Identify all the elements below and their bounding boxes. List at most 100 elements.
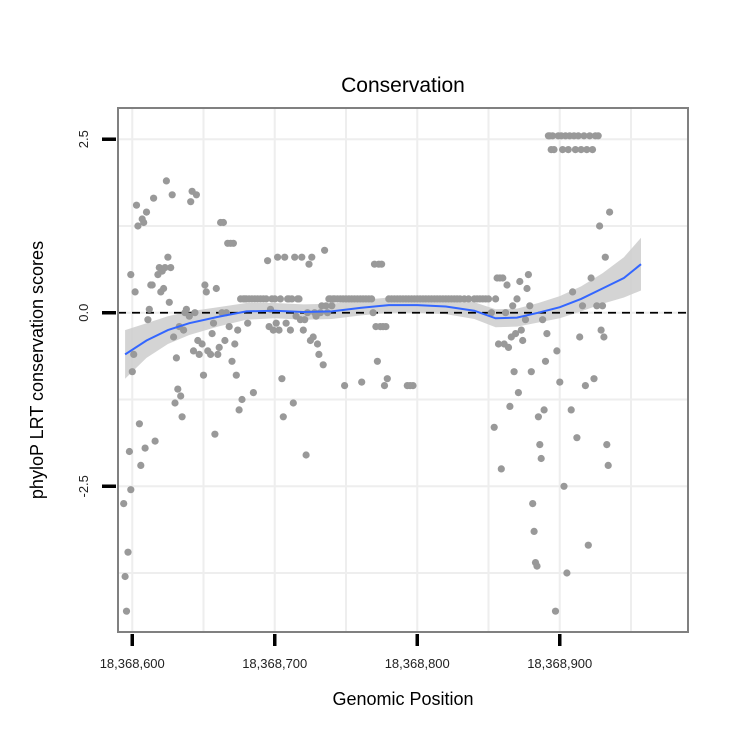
data-point — [299, 326, 307, 334]
data-point — [289, 399, 297, 407]
data-point — [556, 378, 564, 386]
data-point — [550, 146, 558, 154]
x-tick-label: 18,368,600 — [100, 656, 165, 671]
data-point — [503, 281, 511, 289]
data-point — [199, 371, 208, 379]
data-point — [598, 302, 607, 310]
data-point — [298, 253, 306, 261]
data-point — [586, 132, 594, 140]
data-point — [272, 319, 280, 327]
data-point — [319, 361, 327, 369]
data-point — [368, 295, 376, 303]
data-point — [596, 222, 604, 230]
data-point — [517, 326, 525, 334]
data-point — [168, 191, 176, 199]
data-point — [521, 316, 530, 324]
data-point — [497, 465, 505, 473]
confidence-ribbon-layer — [125, 237, 642, 379]
data-point — [228, 357, 236, 365]
data-point — [271, 295, 279, 303]
x-tick-label: 18,368,700 — [242, 656, 307, 671]
data-point — [276, 295, 284, 303]
data-point — [137, 461, 145, 469]
data-point — [341, 382, 349, 390]
data-point — [593, 302, 601, 310]
data-point — [191, 309, 199, 317]
data-point — [180, 326, 188, 334]
data-point — [383, 375, 391, 383]
data-point — [274, 253, 282, 261]
data-point — [583, 146, 591, 154]
data-point — [174, 385, 182, 393]
data-point — [132, 201, 141, 209]
data-point — [536, 441, 544, 449]
data-point — [125, 447, 133, 456]
data-point — [279, 413, 287, 421]
data-point — [249, 389, 257, 397]
y-tick-label: -2.5 — [76, 475, 91, 497]
data-point — [142, 208, 151, 216]
data-point — [167, 264, 175, 272]
data-point — [571, 146, 580, 154]
data-point — [499, 274, 507, 282]
data-point — [369, 309, 377, 317]
data-point — [288, 295, 296, 303]
data-point — [382, 323, 390, 331]
data-point — [380, 382, 389, 390]
data-point — [192, 191, 200, 199]
data-point — [198, 340, 206, 348]
data-point — [177, 392, 185, 400]
data-point — [128, 368, 136, 376]
y-tick-label: 0.0 — [76, 304, 91, 322]
data-point — [211, 430, 219, 438]
data-point — [576, 333, 584, 341]
data-point — [189, 347, 198, 355]
data-point — [127, 486, 135, 494]
data-point — [526, 302, 534, 310]
data-point — [182, 305, 190, 313]
data-point — [212, 284, 220, 293]
data-point — [234, 326, 242, 334]
x-tick-label: 18,368,800 — [385, 656, 450, 671]
data-point — [553, 347, 561, 355]
data-point — [580, 132, 588, 140]
smooth-line-layer — [124, 263, 642, 356]
data-point — [574, 132, 582, 140]
data-point — [202, 288, 210, 296]
data-point — [577, 146, 585, 154]
data-point — [282, 319, 290, 327]
data-point — [530, 527, 538, 536]
data-point — [201, 281, 209, 289]
data-point — [578, 302, 587, 310]
data-point — [141, 444, 149, 452]
axes: 18,368,600 18,368,700 18,368,800 18,368,900… — [76, 130, 592, 671]
data-point — [567, 406, 575, 414]
data-point — [130, 350, 138, 358]
data-point — [551, 607, 560, 615]
data-point — [504, 343, 513, 351]
data-point — [509, 302, 517, 310]
data-point — [209, 319, 218, 327]
data-point — [516, 277, 524, 286]
data-point — [510, 368, 518, 376]
chart-title: Conservation — [341, 74, 465, 97]
data-point — [127, 271, 135, 279]
data-point — [144, 316, 152, 324]
data-point — [165, 298, 173, 306]
data-point — [494, 340, 503, 348]
data-point — [187, 198, 195, 206]
y-tick-label: 2.5 — [76, 130, 91, 148]
data-point — [221, 336, 229, 345]
data-point — [134, 222, 142, 230]
data-point — [140, 218, 148, 227]
data-point — [527, 368, 535, 376]
data-point — [506, 402, 514, 410]
data-point — [540, 406, 548, 414]
data-point — [316, 309, 324, 317]
data-point — [232, 371, 240, 379]
data-point — [229, 239, 237, 247]
data-point — [378, 260, 386, 268]
data-point — [278, 375, 286, 383]
data-point — [484, 295, 493, 303]
